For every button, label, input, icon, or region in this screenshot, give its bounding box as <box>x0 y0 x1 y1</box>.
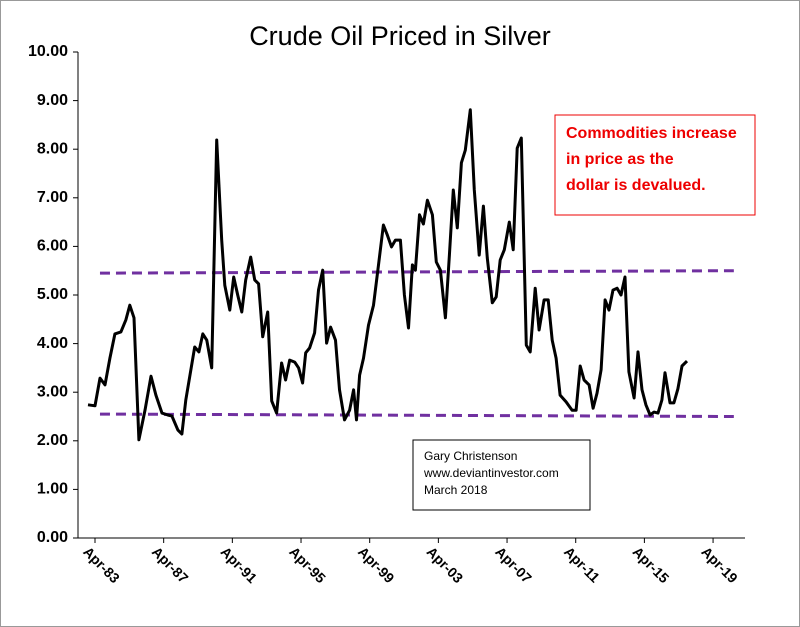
credit: March 2018 <box>424 483 488 497</box>
annotation: in price as the <box>566 151 674 168</box>
y-tick-label: 5.00 <box>37 286 68 303</box>
y-tick-label: 1.00 <box>37 481 68 498</box>
data-line <box>87 108 689 442</box>
credit-box <box>412 439 591 511</box>
y-tick-label: 6.00 <box>37 238 68 255</box>
annotation: Commodities increase <box>566 125 737 142</box>
y-tick-label: 9.00 <box>37 92 68 109</box>
chart-title: Crude Oil Priced in Silver <box>249 21 551 51</box>
annotation-box <box>554 114 756 216</box>
y-tick-label: 8.00 <box>37 140 68 157</box>
y-tick-label: 0.00 <box>37 529 68 546</box>
credit: www.deviantinvestor.com <box>423 466 559 480</box>
y-tick-label: 10.00 <box>28 43 68 60</box>
reference-line <box>99 412 734 418</box>
reference-line <box>99 269 734 275</box>
y-tick-label: 3.00 <box>37 383 68 400</box>
credit: Gary Christenson <box>424 449 517 463</box>
y-tick-label: 7.00 <box>37 189 68 206</box>
annotation: dollar is devalued. <box>566 177 706 194</box>
y-tick-label: 4.00 <box>37 335 68 352</box>
y-tick-label: 2.00 <box>37 432 68 449</box>
